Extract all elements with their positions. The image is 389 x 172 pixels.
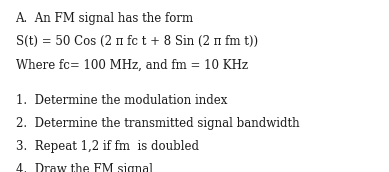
Text: S(t) = 50 Cos (2 π fc t + 8 Sin (2 π fm t)): S(t) = 50 Cos (2 π fc t + 8 Sin (2 π fm … (16, 35, 258, 48)
Text: 1.  Determine the modulation index: 1. Determine the modulation index (16, 94, 227, 107)
Text: Where fc= 100 MHz, and fm = 10 KHz: Where fc= 100 MHz, and fm = 10 KHz (16, 58, 247, 72)
Text: 3.  Repeat 1,2 if fm  is doubled: 3. Repeat 1,2 if fm is doubled (16, 140, 198, 153)
Text: A.  An FM signal has the form: A. An FM signal has the form (16, 12, 194, 25)
Text: 4.  Draw the FM signal: 4. Draw the FM signal (16, 163, 152, 172)
Text: 2.  Determine the transmitted signal bandwidth: 2. Determine the transmitted signal band… (16, 117, 299, 130)
